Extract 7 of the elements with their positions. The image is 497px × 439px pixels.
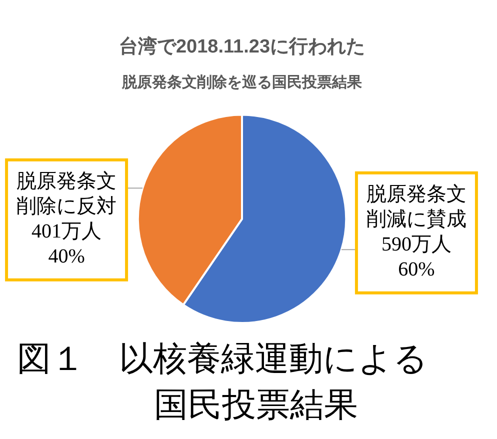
slice-label: 脱原発条文削除に反対	[16, 170, 117, 218]
slice-label: 脱原発条文削減に賛成	[366, 184, 466, 231]
chart-title: 台湾で2018.11.23に行われた	[118, 36, 366, 58]
chart-subtitle: 脱原発条文削除を巡る国民投票結果	[121, 74, 363, 91]
data-label: 590万人 60%	[381, 234, 452, 281]
caption: 図１ 以核養緑運動による国民投票結果	[17, 340, 429, 426]
data-label: 401万人 40%	[32, 220, 102, 268]
